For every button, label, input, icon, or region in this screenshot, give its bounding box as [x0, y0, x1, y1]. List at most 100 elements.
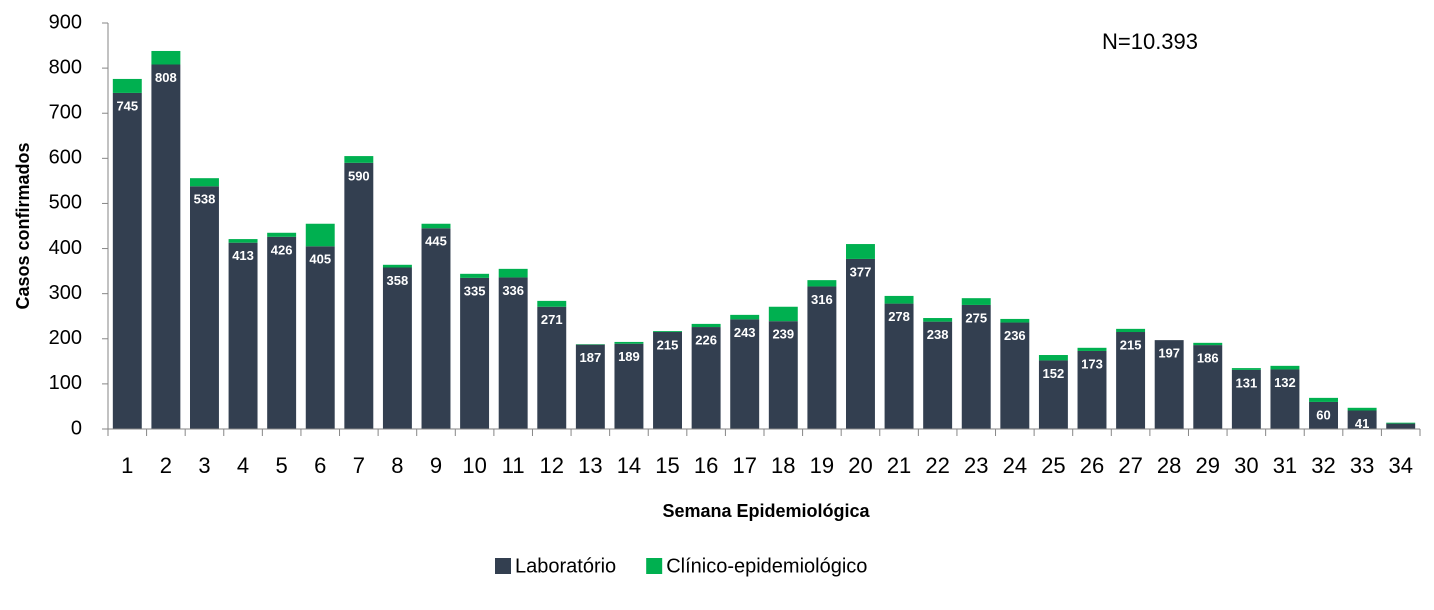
x-tick-label: 15 [655, 453, 679, 478]
value-label: 278 [888, 309, 910, 324]
x-tick-label: 27 [1118, 453, 1142, 478]
x-tick-label: 26 [1080, 453, 1104, 478]
annotation: N=10.393 [1102, 29, 1198, 54]
legend-label: Clínico-epidemiológico [666, 555, 867, 577]
y-tick-label: 200 [49, 327, 82, 349]
y-tick-label: 700 [49, 102, 82, 124]
value-label: 426 [271, 242, 293, 257]
bar [1231, 368, 1261, 370]
x-tick-label: 13 [578, 453, 602, 478]
bar [884, 303, 914, 429]
bar [1038, 360, 1068, 429]
x-tick-label: 17 [732, 453, 756, 478]
x-tick-label: 20 [848, 453, 872, 478]
x-tick-label: 2 [160, 453, 172, 478]
bar [1116, 328, 1146, 333]
x-tick-label: 30 [1234, 453, 1258, 478]
y-tick-label: 500 [49, 192, 82, 214]
value-label: 189 [618, 349, 640, 364]
value-label: 132 [1274, 375, 1296, 390]
bar [228, 239, 258, 243]
value-label: 808 [155, 70, 177, 85]
bar [267, 236, 297, 429]
bar [807, 280, 837, 287]
bar [460, 277, 490, 429]
x-tick-label: 11 [502, 453, 525, 478]
bar [382, 267, 412, 429]
value-label: 445 [425, 234, 447, 249]
x-tick-label: 16 [694, 453, 718, 478]
legend-label: Laboratório [515, 555, 616, 577]
bar [1309, 397, 1338, 402]
value-label: 215 [657, 337, 679, 352]
x-tick-label: 6 [314, 453, 326, 478]
value-label: 187 [580, 350, 602, 365]
x-tick-label: 19 [810, 453, 834, 478]
x-tick-label: 34 [1388, 453, 1412, 478]
x-tick-label: 29 [1196, 453, 1220, 478]
value-label: 186 [1197, 351, 1219, 366]
legend-swatch [495, 558, 511, 574]
value-label: 226 [695, 332, 717, 347]
bar [151, 64, 181, 429]
bar [498, 277, 528, 429]
bar [923, 321, 953, 429]
bar [1000, 322, 1030, 429]
bar [768, 321, 798, 429]
bar [460, 273, 490, 278]
bar [1347, 407, 1377, 411]
bar [1193, 345, 1223, 429]
value-label: 41 [1355, 416, 1369, 431]
bar [614, 343, 644, 429]
bar [1270, 369, 1300, 429]
y-tick-label: 100 [49, 372, 82, 394]
value-label: 275 [965, 310, 987, 325]
x-tick-label: 32 [1311, 453, 1335, 478]
bar [575, 344, 605, 429]
bar [1000, 318, 1030, 323]
x-tick-label: 24 [1003, 453, 1027, 478]
bar [1270, 365, 1300, 370]
bar [961, 298, 991, 305]
bar [305, 246, 335, 429]
y-tick-label: 400 [49, 237, 82, 259]
bar [112, 92, 142, 429]
bar [653, 332, 682, 429]
bar [344, 162, 374, 429]
value-label: 745 [116, 98, 138, 113]
bar [1193, 342, 1223, 346]
bar [1154, 340, 1184, 429]
x-tick-label: 8 [391, 453, 403, 478]
bar [1038, 355, 1068, 361]
value-label: 358 [387, 273, 409, 288]
value-label: 152 [1043, 366, 1065, 381]
bar [267, 232, 297, 237]
y-axis-title: Casos confirmados [13, 142, 33, 309]
bar [190, 186, 219, 429]
value-label: 377 [850, 264, 872, 279]
value-label: 316 [811, 292, 833, 307]
value-label: 243 [734, 325, 756, 340]
x-tick-label: 1 [121, 453, 133, 478]
bar [691, 327, 721, 429]
value-label: 590 [348, 168, 370, 183]
x-tick-label: 31 [1273, 453, 1297, 478]
bar [653, 331, 682, 333]
value-label: 336 [502, 283, 524, 298]
x-tick-label: 22 [925, 453, 949, 478]
value-label: 413 [232, 248, 254, 263]
bar [807, 286, 837, 429]
value-label: 173 [1081, 356, 1103, 371]
bar [305, 223, 335, 247]
bar [1386, 423, 1416, 429]
bar [923, 318, 953, 322]
bar [691, 323, 721, 328]
x-tick-label: 18 [771, 453, 795, 478]
x-tick-label: 3 [198, 453, 210, 478]
value-label: 238 [927, 327, 949, 342]
x-tick-label: 7 [353, 453, 365, 478]
bar [112, 78, 142, 93]
bar [730, 319, 760, 429]
value-label: 538 [194, 192, 216, 207]
y-tick-label: 800 [49, 56, 82, 78]
